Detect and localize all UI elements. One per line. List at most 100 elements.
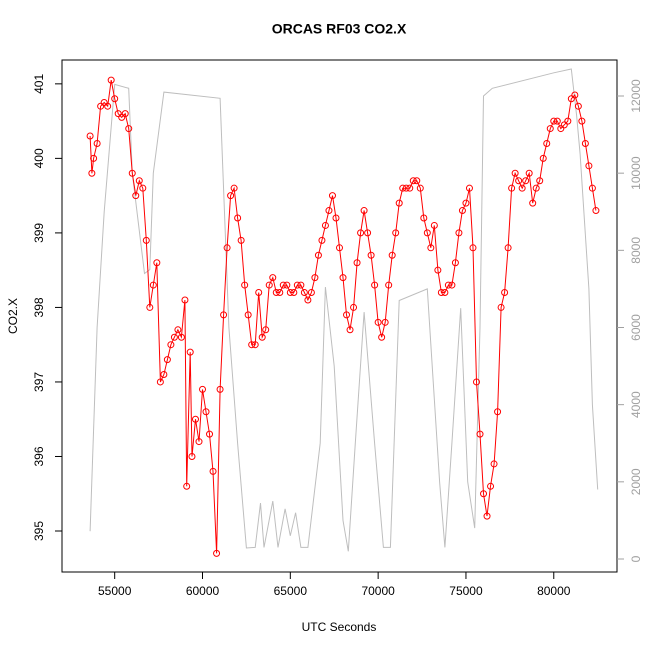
data-point <box>272 289 280 297</box>
plot-box <box>61 59 618 573</box>
data-point <box>195 438 203 446</box>
data-point <box>532 184 540 192</box>
data-point <box>343 311 351 319</box>
data-point <box>186 348 194 356</box>
data-point <box>480 490 488 498</box>
data-point <box>511 169 519 177</box>
data-point <box>230 184 238 192</box>
data-point <box>585 162 593 170</box>
data-point <box>265 281 273 289</box>
data-point <box>97 102 105 110</box>
data-point <box>156 378 164 386</box>
data-point <box>191 415 199 423</box>
data-point <box>111 95 119 103</box>
data-point <box>592 207 600 215</box>
data-point <box>430 221 438 229</box>
data-point <box>177 333 185 341</box>
data-point <box>283 281 291 289</box>
y2-tick-label: 12000 <box>629 79 643 113</box>
x-tick-label: 70000 <box>361 584 395 598</box>
data-point <box>406 184 414 192</box>
data-point <box>188 452 196 460</box>
data-point <box>216 385 224 393</box>
x-tick-label: 60000 <box>186 584 220 598</box>
data-point <box>142 236 150 244</box>
data-point <box>364 229 372 237</box>
data-point <box>174 326 182 334</box>
data-point <box>321 221 329 229</box>
data-point <box>293 281 301 289</box>
data-point <box>557 125 565 133</box>
data-point <box>392 229 400 237</box>
data-point <box>353 259 361 267</box>
y-tick-label: 401 <box>32 74 46 94</box>
data-point <box>311 274 319 282</box>
data-point <box>170 333 178 341</box>
data-point <box>88 169 96 177</box>
data-point <box>248 341 256 349</box>
x-tick-label: 65000 <box>274 584 308 598</box>
data-point <box>515 177 523 185</box>
data-point <box>388 251 396 259</box>
data-point <box>328 192 336 200</box>
data-point <box>307 289 315 297</box>
data-point <box>121 110 129 118</box>
data-point <box>497 303 505 311</box>
data-point <box>550 117 558 125</box>
data-point <box>269 274 277 282</box>
data-point <box>444 281 452 289</box>
data-point <box>395 199 403 207</box>
data-point <box>255 289 263 297</box>
x-tick-label: 80000 <box>537 584 571 598</box>
data-point <box>501 289 509 297</box>
data-point <box>93 139 101 147</box>
data-point <box>160 371 168 379</box>
data-point <box>360 207 368 215</box>
data-point <box>564 117 572 125</box>
data-point <box>314 251 322 259</box>
x-axis-label: UTC Seconds <box>302 620 377 634</box>
data-point <box>508 184 516 192</box>
data-point <box>367 251 375 259</box>
data-point <box>560 121 568 129</box>
data-point <box>244 311 252 319</box>
data-point <box>241 281 249 289</box>
data-point <box>522 177 530 185</box>
data-point <box>300 289 308 297</box>
data-point <box>336 244 343 252</box>
data-point <box>350 303 358 311</box>
data-point <box>346 326 354 334</box>
y-tick-label: 396 <box>32 446 46 466</box>
data-point <box>378 333 386 341</box>
data-point <box>286 289 294 297</box>
data-point <box>529 199 537 207</box>
y2-tick-label: 4000 <box>629 391 643 418</box>
data-point <box>469 244 477 252</box>
data-point <box>374 318 382 326</box>
data-point <box>220 311 228 319</box>
data-point <box>276 289 284 297</box>
data-point <box>518 184 526 192</box>
data-point <box>125 125 133 133</box>
data-point <box>209 467 217 475</box>
data-point <box>451 259 459 267</box>
data-point <box>402 184 410 192</box>
data-point <box>371 281 379 289</box>
y-tick-label: 395 <box>32 521 46 541</box>
data-point <box>118 113 126 121</box>
y2-tick-label: 6000 <box>629 314 643 341</box>
data-point <box>448 281 456 289</box>
data-point <box>525 169 533 177</box>
data-point <box>437 289 445 297</box>
data-point <box>290 289 298 297</box>
data-point <box>581 139 589 147</box>
data-point <box>206 430 214 438</box>
data-point <box>339 274 347 282</box>
data-point <box>262 326 270 334</box>
data-point <box>399 184 407 192</box>
data-point <box>199 385 207 393</box>
data-point <box>476 430 484 438</box>
y2-tick-label: 2000 <box>629 468 643 495</box>
data-point <box>304 296 312 304</box>
